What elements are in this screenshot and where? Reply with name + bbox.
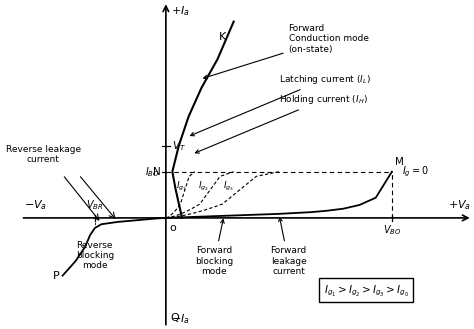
Text: $V_{BO}$: $V_{BO}$ (383, 224, 401, 238)
Text: Forward
leakage
current: Forward leakage current (271, 218, 307, 276)
Text: $I_{g_1}$: $I_{g_1}$ (176, 179, 187, 192)
Text: $I_{g_2}$: $I_{g_2}$ (198, 179, 209, 192)
Text: N: N (153, 167, 161, 177)
Text: Holding current ($I_H$): Holding current ($I_H$) (195, 93, 368, 153)
Text: $I_g = 0$: $I_g = 0$ (401, 164, 428, 179)
Text: $I_{g_1} > I_{g_2} > I_{g_3} > I_{g_0}$: $I_{g_1} > I_{g_2} > I_{g_3} > I_{g_0}$ (324, 283, 409, 297)
Text: $V_T$: $V_T$ (172, 139, 186, 153)
Text: M: M (395, 157, 404, 167)
Text: $+V_a$: $+V_a$ (448, 198, 471, 212)
Text: Forward
blocking
mode: Forward blocking mode (195, 219, 233, 276)
Text: $I_{g_3}$: $I_{g_3}$ (222, 179, 234, 192)
Text: Forward
Conduction mode
(on-state): Forward Conduction mode (on-state) (204, 24, 369, 79)
Text: K: K (219, 32, 227, 42)
Text: $+I_a$: $+I_a$ (171, 4, 190, 18)
Text: $-V_a$: $-V_a$ (24, 198, 47, 212)
Text: $I_{BO}$: $I_{BO}$ (146, 165, 160, 179)
Text: $V_{BR}$: $V_{BR}$ (86, 198, 103, 212)
Text: Reverse leakage
current: Reverse leakage current (6, 145, 81, 164)
Text: P: P (53, 271, 59, 281)
Text: Latching current ($I_L$): Latching current ($I_L$) (191, 73, 371, 136)
Text: o: o (170, 223, 176, 233)
Text: Reverse
blocking
mode: Reverse blocking mode (76, 240, 114, 270)
Text: Q: Q (171, 313, 180, 323)
Text: $-I_a$: $-I_a$ (171, 312, 190, 326)
